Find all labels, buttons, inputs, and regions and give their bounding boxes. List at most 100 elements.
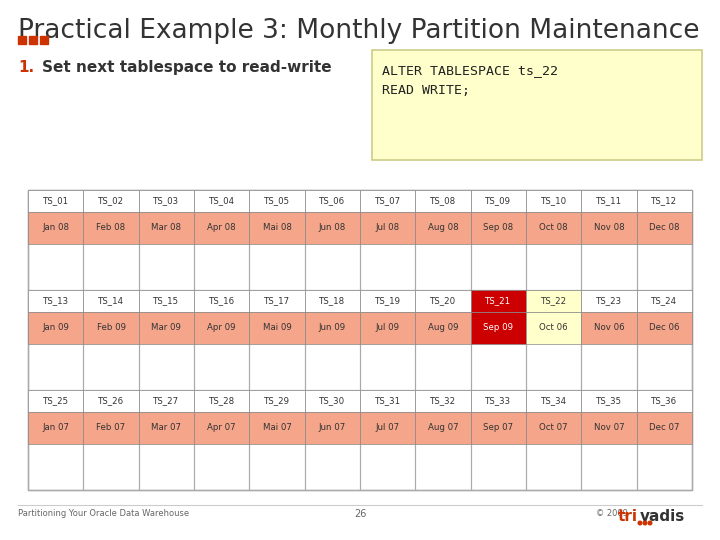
Bar [360, 290, 415, 390]
Bar [84, 290, 139, 312]
Bar [471, 190, 526, 290]
Text: TS_11: TS_11 [596, 197, 622, 206]
Bar [305, 190, 360, 290]
Bar [28, 190, 692, 490]
Text: TS_09: TS_09 [485, 197, 511, 206]
Circle shape [638, 521, 642, 525]
Text: TS_30: TS_30 [319, 396, 346, 406]
Bar [194, 390, 249, 490]
Text: Oct 08: Oct 08 [539, 224, 568, 233]
Text: TS_35: TS_35 [596, 396, 622, 406]
Bar [139, 390, 194, 490]
Text: TS_01: TS_01 [42, 197, 68, 206]
Text: Jan 08: Jan 08 [42, 224, 69, 233]
Bar [415, 212, 471, 244]
Text: TS_10: TS_10 [541, 197, 567, 206]
Bar [84, 290, 139, 390]
Text: TS_27: TS_27 [153, 396, 179, 406]
Text: Mar 09: Mar 09 [151, 323, 181, 333]
Text: TS_08: TS_08 [430, 197, 456, 206]
Text: TS_24: TS_24 [652, 296, 678, 306]
Text: TS_12: TS_12 [652, 197, 678, 206]
Text: 26: 26 [354, 509, 366, 519]
Circle shape [648, 521, 652, 525]
Bar [84, 312, 139, 344]
Bar [636, 290, 692, 312]
Text: Dec 06: Dec 06 [649, 323, 680, 333]
Bar [372, 50, 702, 160]
Bar [471, 390, 526, 412]
Text: Dec 07: Dec 07 [649, 423, 680, 433]
Bar [360, 390, 415, 412]
Bar [18, 36, 26, 44]
Bar [139, 390, 194, 412]
Bar [139, 190, 194, 212]
Bar [194, 190, 249, 290]
Bar [28, 190, 84, 212]
Bar [194, 290, 249, 312]
Bar [360, 212, 415, 244]
Bar [526, 312, 581, 344]
Text: Jan 09: Jan 09 [42, 323, 69, 333]
Bar [360, 290, 415, 312]
Text: TS_07: TS_07 [374, 197, 401, 206]
Text: TS_14: TS_14 [98, 296, 124, 306]
Text: Jul 08: Jul 08 [376, 224, 400, 233]
Bar [28, 290, 84, 390]
Text: TS_16: TS_16 [209, 296, 235, 306]
Bar [84, 390, 139, 490]
Bar [28, 212, 84, 244]
Bar [360, 190, 415, 212]
Bar [360, 412, 415, 444]
Text: TS_26: TS_26 [98, 396, 124, 406]
Bar [305, 390, 360, 412]
Bar [249, 212, 305, 244]
Bar [84, 212, 139, 244]
Text: TS_36: TS_36 [652, 396, 678, 406]
Bar [415, 390, 471, 490]
Bar [581, 312, 636, 344]
Text: Jun 09: Jun 09 [319, 323, 346, 333]
Text: TS_29: TS_29 [264, 396, 290, 406]
Text: TS_13: TS_13 [42, 296, 68, 306]
Bar [249, 312, 305, 344]
Text: TS_03: TS_03 [153, 197, 179, 206]
Bar [139, 312, 194, 344]
Text: TS_22: TS_22 [541, 296, 567, 306]
Bar [636, 412, 692, 444]
Text: Jan 07: Jan 07 [42, 423, 69, 433]
Bar [526, 390, 581, 490]
Text: TS_23: TS_23 [596, 296, 622, 306]
Bar [139, 412, 194, 444]
Text: TS_32: TS_32 [430, 396, 456, 406]
Text: TS_04: TS_04 [209, 197, 235, 206]
Text: TS_15: TS_15 [153, 296, 179, 306]
Text: TS_17: TS_17 [264, 296, 290, 306]
Bar [139, 212, 194, 244]
Bar [305, 190, 360, 212]
Bar [249, 190, 305, 290]
Text: Apr 09: Apr 09 [207, 323, 236, 333]
Text: © 2009: © 2009 [596, 509, 628, 518]
Bar [471, 290, 526, 312]
Text: TS_33: TS_33 [485, 396, 511, 406]
Bar [526, 190, 581, 290]
Text: ALTER TABLESPACE ts_22: ALTER TABLESPACE ts_22 [382, 64, 558, 77]
Text: TS_34: TS_34 [541, 396, 567, 406]
Text: Dec 08: Dec 08 [649, 224, 680, 233]
Bar [526, 190, 581, 212]
Bar [28, 312, 84, 344]
Bar [415, 290, 471, 312]
Bar [636, 290, 692, 390]
Text: TS_21: TS_21 [485, 296, 511, 306]
Text: Feb 07: Feb 07 [96, 423, 125, 433]
Bar [28, 190, 84, 290]
Bar [526, 212, 581, 244]
Bar [636, 390, 692, 490]
Bar [471, 190, 526, 212]
Text: TS_02: TS_02 [98, 197, 124, 206]
Text: Nov 08: Nov 08 [594, 224, 624, 233]
Text: Aug 08: Aug 08 [428, 224, 459, 233]
Text: Partitioning Your Oracle Data Warehouse: Partitioning Your Oracle Data Warehouse [18, 509, 189, 518]
Bar [581, 212, 636, 244]
